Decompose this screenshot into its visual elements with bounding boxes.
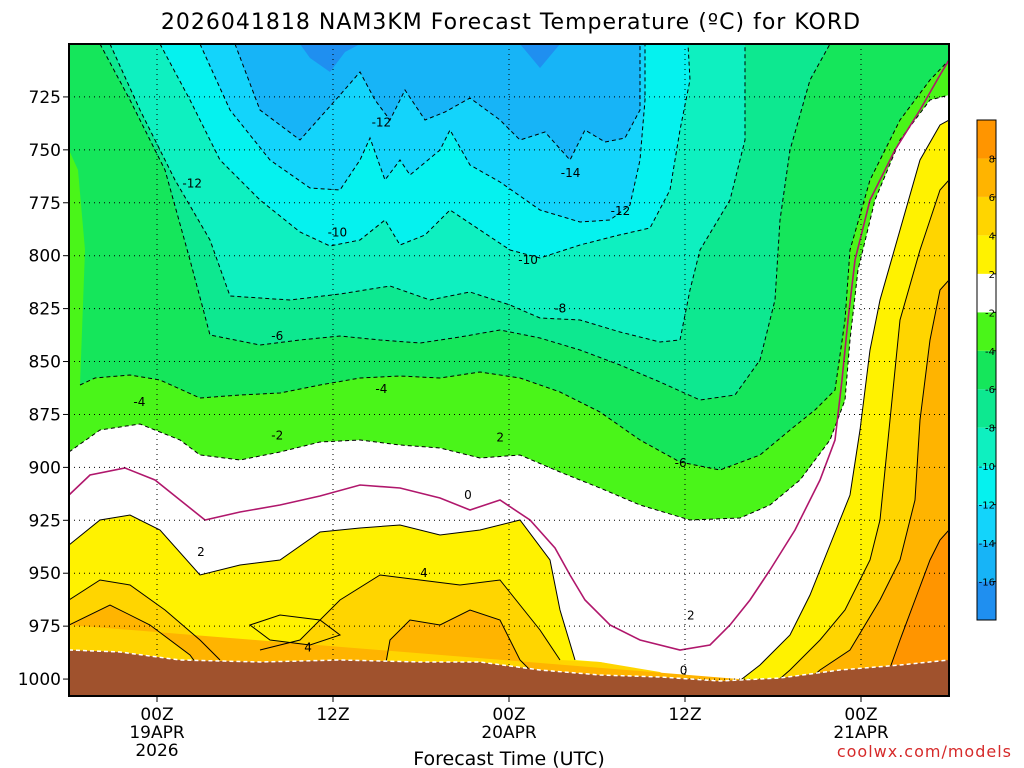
colorbar-swatch-0	[977, 581, 996, 620]
colorbar-swatch-4	[977, 427, 996, 467]
x-axis-title: Forecast Time (UTC)	[413, 748, 604, 768]
contour-minus10	[159, 44, 691, 259]
plot-area	[69, 44, 949, 696]
contour-label-11: 2	[496, 431, 504, 445]
x-tick-label-0-2: 2026	[135, 741, 178, 761]
x-tick-label-3-0: 12Z	[668, 705, 701, 725]
colorbar-frame	[976, 119, 997, 621]
colorbar-swatch-8	[977, 273, 996, 313]
contour-0	[69, 59, 949, 651]
contour-4-cell	[248, 614, 342, 646]
colorbar-swatch-12	[977, 120, 996, 159]
colorbar-label-10: 6	[989, 193, 995, 204]
y-tick-label-775: 775	[29, 194, 61, 214]
contour-label-8: -4	[375, 382, 387, 396]
contour-minus4	[79, 59, 949, 471]
watermark-text: coolwx.com/models	[837, 742, 1012, 761]
band-8-to-10	[880, 530, 949, 696]
colorbar-label-8: 2	[989, 270, 995, 281]
colorbar-label-5: -6	[985, 385, 995, 396]
colorbar-swatch-5	[977, 389, 996, 428]
contour-label-6: -8	[554, 302, 566, 316]
contour-label-1: -14	[561, 166, 581, 180]
band-minus2-to-2	[69, 95, 949, 696]
colorbar-label-3: -10	[979, 462, 995, 473]
y-tick-label-950: 950	[29, 564, 61, 584]
colorbar-label-2: -12	[979, 501, 995, 512]
colorbar-swatch-3	[977, 466, 996, 505]
contour-label-18: 0	[680, 664, 688, 678]
band-minus16-to-minus14	[235, 44, 640, 160]
contour-2	[69, 119, 949, 696]
colorbar-label-4: -8	[985, 424, 995, 435]
contour-label-10: -2	[271, 429, 283, 443]
contour-minus6	[99, 44, 831, 401]
y-tick-label-1000: 1000	[18, 670, 61, 690]
contour-label-13: 0	[464, 488, 472, 502]
colorbar-swatch-11	[977, 158, 996, 197]
x-tick-label-0-1: 19APR	[129, 723, 185, 743]
colorbar: -16 -14 -12 -10 -8 -6 -4 -2 2 4 6 8	[976, 119, 997, 621]
contour-label-14: 2	[197, 545, 205, 559]
y-tick-label-875: 875	[29, 405, 61, 425]
contour-label-5: -10	[518, 253, 538, 267]
chart-title: 2026041818 NAM3KM Forecast Temperature (…	[161, 10, 861, 35]
colorbar-label-7: -2	[985, 308, 995, 319]
y-tick-label-800: 800	[29, 247, 61, 267]
colorbar-swatch-9	[977, 235, 996, 274]
colorbar-swatch-7	[977, 312, 996, 351]
x-tick-label-0-0: 00Z	[140, 705, 173, 725]
ground-edge	[69, 649, 949, 682]
colorbar-label-11: 8	[989, 154, 995, 165]
contour-label-7: -6	[271, 329, 283, 343]
colorbar-label-1: -14	[979, 539, 995, 550]
y-tick-label-825: 825	[29, 300, 61, 320]
contour-4	[69, 179, 949, 696]
colorbar-swatch-1	[977, 543, 996, 582]
contour-label-4: -10	[328, 225, 348, 239]
x-tick-label-2-1: 20APR	[481, 723, 537, 743]
y-tick-label-850: 850	[29, 353, 61, 373]
contour-label-9: -4	[133, 395, 145, 409]
contour-label-15: 4	[420, 566, 428, 580]
x-tick-label-1-0: 12Z	[316, 705, 349, 725]
colorbar-swatch-10	[977, 196, 996, 236]
colorbar-label-0: -16	[979, 578, 995, 589]
contour-labels: -12 -14 -12 -12 -10 -10 -8 -6 -4 -4 -2 2 -6 0 2 4 2 4 0	[133, 115, 694, 677]
y-tick-label-725: 725	[29, 88, 61, 108]
colorbar-swatch-2	[977, 504, 996, 544]
contour-label-3: -12	[611, 204, 631, 218]
contour-minus2	[69, 94, 949, 521]
colorbar-label-9: 4	[989, 231, 995, 242]
contour-minus14	[234, 44, 641, 161]
contour-label-0: -12	[372, 115, 392, 129]
y-axis: 725 750 775 800 825 850 875 900 925 950 975 1000	[18, 88, 69, 690]
contour-label-17: 4	[304, 640, 312, 654]
contour-label-12: -6	[675, 456, 687, 470]
contour-minus12	[199, 44, 646, 223]
x-tick-label-2-0: 00Z	[492, 705, 525, 725]
x-tick-label-4-0: 00Z	[844, 705, 877, 725]
y-tick-label-750: 750	[29, 141, 61, 161]
contour-label-16: 2	[687, 609, 695, 623]
colorbar-label-6: -4	[985, 347, 995, 358]
contour-minus8	[109, 44, 746, 343]
y-tick-label-925: 925	[29, 511, 61, 531]
colorbar-swatch-6	[977, 350, 996, 390]
contour-8	[879, 529, 949, 696]
y-tick-label-900: 900	[29, 458, 61, 478]
y-tick-label-975: 975	[29, 617, 61, 637]
band-minus18-to-minus16	[300, 44, 560, 72]
x-tick-label-4-1: 21APR	[833, 723, 889, 743]
negative-contours	[69, 44, 949, 521]
contour-label-2: -12	[182, 177, 202, 191]
